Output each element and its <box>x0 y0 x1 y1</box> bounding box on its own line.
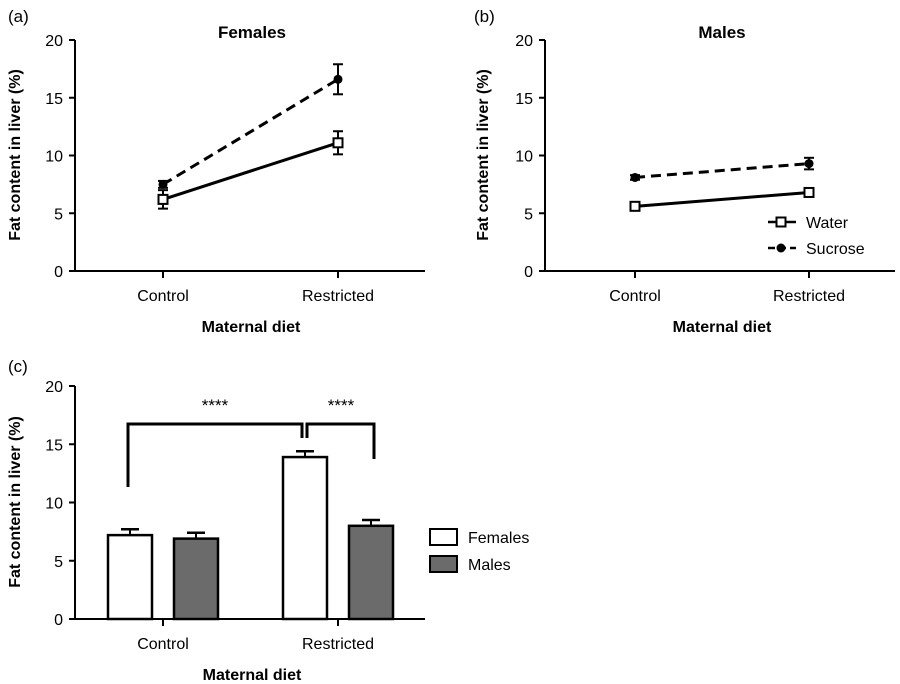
panel-a-water-point <box>157 193 169 205</box>
legend-males-label: Males <box>468 557 511 574</box>
significance-label-1: **** <box>202 396 229 415</box>
bracket-females <box>126 422 304 487</box>
panel-c-x-tick-label: Restricted <box>302 636 374 653</box>
panel-b-water-point <box>629 200 641 212</box>
panel-b-sucrose-point <box>804 159 814 169</box>
panel-b-water-point <box>803 186 815 198</box>
bracket-restricted <box>305 422 376 459</box>
panel-b-label: (b) <box>474 7 495 26</box>
legend-water-label: Water <box>806 215 849 232</box>
panel-a-ylabel: Fat content in liver (%) <box>7 69 24 241</box>
panel-c-marks <box>106 449 395 621</box>
panel-b-sucrose-point <box>630 172 640 182</box>
panel-a-xlabel: Maternal diet <box>202 319 301 336</box>
panel-a-y-tick-label: 10 <box>45 149 63 166</box>
panel-a-title: Females <box>218 23 286 42</box>
legend-males-swatch <box>429 555 458 573</box>
panel-a-y-tick-label: 20 <box>45 33 63 50</box>
panel-c-x-tick-label: Control <box>137 636 189 653</box>
panel-b-y-tick-label: 0 <box>524 264 533 281</box>
panel-b-marks <box>629 156 815 212</box>
panel-b-x-tick-label: Restricted <box>773 288 845 305</box>
panel-b-legend: Water Sucrose <box>768 215 865 258</box>
panel-b-x-tick-label: Control <box>609 288 661 305</box>
panel-a-marks <box>157 63 344 210</box>
panel-a-y-tick-label: 5 <box>54 206 63 223</box>
legend-sucrose-label: Sucrose <box>806 241 865 258</box>
panel-c-y-tick-label: 20 <box>45 379 63 396</box>
panel-b-y-tick-label: 20 <box>515 33 533 50</box>
panel-c-bar-males <box>172 537 220 621</box>
panel-c-bar-females <box>106 533 154 621</box>
panel-a-x-tick-label: Restricted <box>302 288 374 305</box>
panel-c-bar-females <box>281 455 329 621</box>
panel-a-label: (a) <box>8 7 29 26</box>
panel-c-y-tick-label: 0 <box>54 612 63 629</box>
panel-b-y-tick-label: 10 <box>515 149 533 166</box>
panel-a-sucrose-line <box>162 77 339 186</box>
panel-a-sucrose-point <box>158 179 168 189</box>
panel-b-y-tick-label: 5 <box>524 206 533 223</box>
panel-b-water-line <box>634 190 810 208</box>
legend-sucrose-marker <box>776 243 786 253</box>
legend-water-marker <box>775 216 787 228</box>
panel-a-y-tick-label: 0 <box>54 264 63 281</box>
panel-a-axes: 0 5 10 15 20 Control Restricted <box>45 33 425 305</box>
panel-a-water-line <box>162 141 339 201</box>
panel-b-title: Males <box>698 23 745 42</box>
panel-b-axes: 0 5 10 15 20 Control Restricted <box>515 33 895 305</box>
legend-females-label: Females <box>468 530 529 547</box>
panel-b-ylabel: Fat content in liver (%) <box>475 69 492 241</box>
panel-c-xlabel: Maternal diet <box>203 667 302 684</box>
panel-a-x-tick-label: Control <box>137 288 189 305</box>
panel-c-legend: Females Males <box>429 528 529 574</box>
panel-c-bars: (c) Maternal diet Fat content in liver (… <box>7 357 529 684</box>
panel-b-xlabel: Maternal diet <box>673 319 772 336</box>
panel-c-y-tick-label: 5 <box>54 554 63 571</box>
panel-a-sucrose-point <box>333 74 343 84</box>
panel-b-males: (b) Males Maternal diet Fat content in l… <box>474 7 895 336</box>
panel-a-females: (a) Females Maternal diet Fat content in… <box>7 7 425 336</box>
panel-c-ylabel: Fat content in liver (%) <box>7 416 24 588</box>
panel-a-y-tick-label: 15 <box>45 91 63 108</box>
panel-c-y-tick-label: 10 <box>45 496 63 513</box>
panel-c-significance: **** **** <box>126 396 376 487</box>
panel-c-y-tick-label: 15 <box>45 437 63 454</box>
panel-c-bar-males <box>347 524 395 621</box>
legend-females-swatch <box>429 528 458 546</box>
panel-b-sucrose-line <box>634 162 810 179</box>
panel-a-water-point <box>332 137 344 149</box>
panel-c-label: (c) <box>8 357 28 376</box>
panel-b-y-tick-label: 15 <box>515 91 533 108</box>
significance-label-2: **** <box>328 396 355 415</box>
